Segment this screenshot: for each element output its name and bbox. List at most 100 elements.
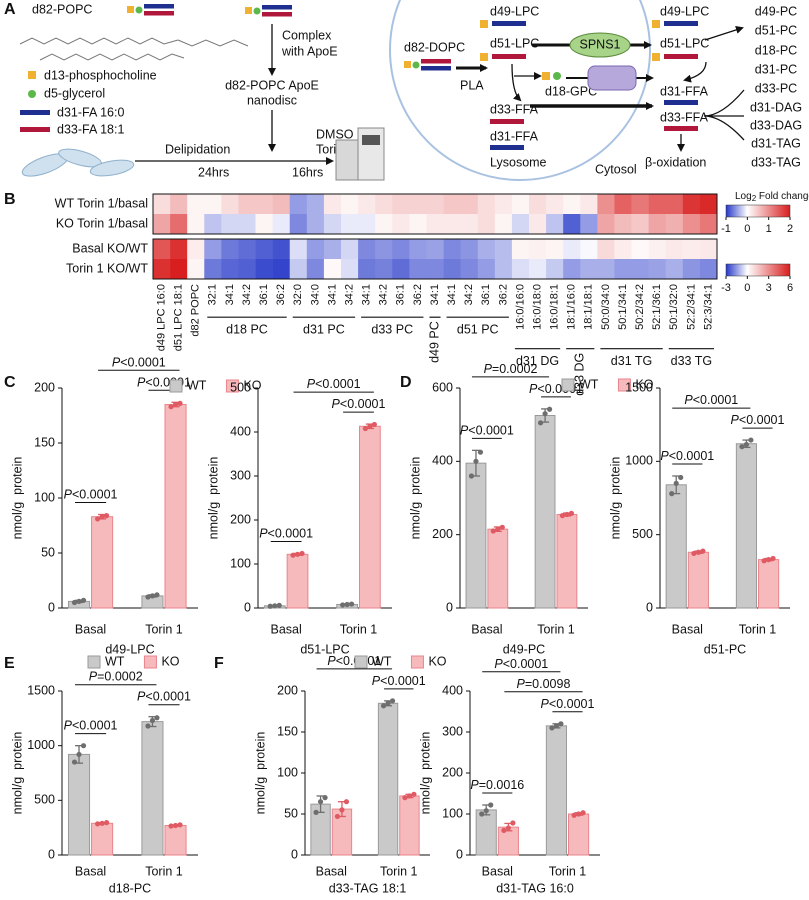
heat-cell (494, 239, 513, 259)
panel-label: A (4, 1, 16, 18)
column-label: 34:0 (309, 284, 321, 305)
heat-cell (580, 259, 598, 279)
y-tick-label: 0 (456, 847, 463, 861)
p-value: P<0.0001 (541, 697, 595, 711)
group-label: d33 PC (371, 322, 413, 336)
heat-cell (255, 214, 273, 234)
product: d31-PC (755, 62, 797, 76)
x-tick-label: Basal (270, 622, 301, 636)
y-tick-label: 1500 (27, 683, 55, 697)
data-point (568, 510, 575, 516)
bar (735, 443, 757, 609)
column-label: 34:2 (343, 284, 355, 305)
group-label: d31 TG (611, 354, 652, 368)
data-point (177, 400, 183, 406)
product: d31-DAG (750, 100, 802, 114)
label: Delipidation (165, 142, 230, 156)
heat-cell (341, 214, 359, 234)
data-point (575, 811, 582, 817)
column-label: 50:1/32:0 (668, 284, 680, 330)
legend-swatch (143, 655, 157, 669)
data-point (748, 437, 754, 443)
heat-cell (460, 194, 479, 214)
heat-cell (170, 194, 188, 214)
icon (553, 72, 561, 80)
heat-cell (563, 194, 581, 214)
colorbar-tick-label: 0 (744, 282, 750, 294)
column-label: 32:1 (207, 284, 219, 305)
data-point (177, 822, 183, 828)
heat-cell (272, 239, 291, 259)
bar (758, 559, 780, 609)
heat-cell (221, 194, 239, 214)
bar (91, 516, 114, 609)
data-point (344, 601, 350, 608)
colorbar-tick-label: -3 (721, 282, 731, 294)
data-point (761, 558, 767, 564)
instrument (335, 127, 385, 181)
legend-text: d31-FA 16:0 (57, 105, 124, 119)
p-value: P<0.0001 (529, 382, 583, 396)
y-tick-label: 200 (442, 765, 463, 779)
heat-cell (699, 214, 718, 234)
structure (177, 39, 249, 47)
label: d49-LPC (660, 4, 709, 18)
heat-cell (426, 239, 444, 259)
column-label: 36:1 (395, 284, 407, 305)
panel-label: C (4, 374, 16, 391)
column-label: 16:0/16:0 (514, 284, 526, 330)
panel-label: B (4, 191, 16, 208)
heat-cell (238, 214, 256, 234)
data-point (149, 593, 156, 599)
icon (652, 53, 660, 61)
data-point (385, 700, 391, 706)
icon (480, 20, 488, 28)
y-axis-label: nmol/g protein (253, 732, 267, 815)
heat-cell (648, 194, 667, 214)
y-axis-label: nmol/g protein (206, 457, 220, 540)
heat-cell (323, 194, 342, 214)
data-point (340, 602, 346, 608)
heat-cell (529, 239, 547, 259)
colorbar-title: Log2 Fold change (735, 191, 809, 203)
data-point (272, 603, 278, 609)
bar (286, 553, 309, 609)
p-value: P=0.0002 (484, 362, 538, 376)
heat-cell (289, 194, 308, 214)
x-tick-label: Basal (672, 622, 703, 636)
heat-cell (341, 194, 359, 214)
heat-cell (204, 194, 222, 214)
legend-swatch (87, 655, 101, 669)
heat-cell (631, 214, 649, 234)
x-tick-label: Basal (75, 864, 106, 878)
heat-cell (323, 239, 342, 259)
heat-cell (409, 194, 427, 214)
icon (490, 119, 524, 124)
data-point (172, 401, 179, 408)
data-point (770, 555, 776, 562)
data-point (490, 528, 496, 534)
data-point (317, 799, 324, 805)
column-label: 34:1 (361, 284, 373, 305)
heat-cell (409, 239, 427, 259)
data-point (313, 809, 319, 815)
data-point (483, 808, 489, 814)
icon (492, 54, 526, 59)
colorbar-tick-label: -1 (721, 223, 731, 235)
legend-label: WT (187, 378, 207, 392)
heat-cell (597, 214, 615, 234)
y-tick-label: 100 (277, 765, 298, 779)
y-axis-label: nmol/g protein (608, 457, 622, 540)
label: 16hrs (292, 165, 323, 179)
data-point (322, 795, 328, 801)
y-tick-label: 200 (277, 683, 298, 697)
data-point (564, 511, 570, 518)
icon (28, 71, 36, 79)
heat-cell (597, 194, 615, 214)
legend-swatch (561, 378, 575, 392)
column-label: 52:2/34:1 (685, 284, 697, 330)
heat-cell (460, 239, 479, 259)
heat-cell (614, 259, 632, 279)
heat-cell (358, 194, 376, 214)
bar (687, 551, 709, 609)
